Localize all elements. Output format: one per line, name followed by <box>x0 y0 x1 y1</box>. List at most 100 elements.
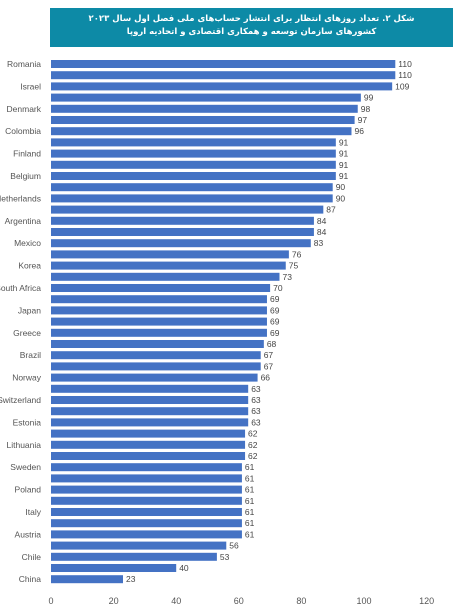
category-label: Netherlands <box>0 193 41 203</box>
bar <box>51 93 361 102</box>
bar <box>51 160 336 169</box>
chart-title-banner: شکل ۲. تعداد روزهای انتظار برای انتشار ح… <box>50 8 453 47</box>
category-label: Colombia <box>5 126 41 136</box>
bar <box>51 396 249 404</box>
bar <box>51 272 280 281</box>
bar-value-label: 91 <box>339 160 349 170</box>
category-label: Brazil <box>20 350 41 360</box>
category-label: Poland <box>15 485 42 495</box>
bar <box>51 519 242 528</box>
bar-value-label: 62 <box>248 440 258 450</box>
bar-value-label: 61 <box>245 496 255 506</box>
bar-value-label: 56 <box>229 541 239 551</box>
bar <box>51 429 246 438</box>
x-axis-ticks: 0 20 40 60 80 100 120 <box>48 596 434 606</box>
bar <box>51 149 336 158</box>
bar <box>51 116 355 124</box>
bar <box>51 474 242 483</box>
bar-value-label: 69 <box>270 305 280 315</box>
bar <box>51 82 393 91</box>
bar-value-label: 61 <box>245 529 255 539</box>
bar <box>51 452 246 460</box>
bar-value-label: 63 <box>251 384 261 394</box>
bar <box>51 328 267 337</box>
x-tick-label: 100 <box>356 596 371 606</box>
category-label: Greece <box>13 328 41 338</box>
bar <box>51 261 286 270</box>
category-label: Lithuania <box>6 440 41 450</box>
bar-value-label: 61 <box>245 518 255 528</box>
bar-value-label: 91 <box>339 137 349 147</box>
bar-value-label: 53 <box>220 552 230 562</box>
bar-value-label: 62 <box>248 429 258 439</box>
bar-value-label: 87 <box>326 205 336 215</box>
bar-value-label: 84 <box>317 227 327 237</box>
bar <box>51 508 242 516</box>
category-label: Mexico <box>14 238 41 248</box>
bar-value-label: 97 <box>358 115 368 125</box>
value-labels: 1101101099998979691919191909087848483767… <box>126 59 412 584</box>
bar-value-label: 109 <box>395 81 409 91</box>
x-tick-label: 40 <box>171 596 181 606</box>
category-label: South Africa <box>0 283 41 293</box>
bar-value-label: 83 <box>314 238 324 248</box>
bar <box>51 183 333 192</box>
chart-title-line2: کشورهای سازمان توسعه و همکاری اقتصادی و … <box>126 27 377 37</box>
bar <box>51 104 358 113</box>
bar-value-label: 69 <box>270 328 280 338</box>
bar-value-label: 61 <box>245 507 255 517</box>
bar <box>51 418 249 427</box>
bar <box>51 552 217 561</box>
category-label: Norway <box>12 373 42 383</box>
bar <box>51 284 271 292</box>
bar-value-label: 91 <box>339 149 349 159</box>
bar-value-label: 69 <box>270 317 280 327</box>
bar-value-label: 61 <box>245 473 255 483</box>
bar <box>51 463 242 472</box>
bar-value-label: 66 <box>261 373 271 383</box>
bar-value-label: 63 <box>251 395 261 405</box>
bar-value-label: 63 <box>251 417 261 427</box>
bar-value-label: 90 <box>336 182 346 192</box>
bar <box>51 138 336 147</box>
bar-value-label: 23 <box>126 574 136 584</box>
category-label: Estonia <box>13 417 42 427</box>
bar <box>51 127 352 136</box>
bar <box>51 575 123 584</box>
bar <box>51 250 289 259</box>
bar-value-label: 90 <box>336 193 346 203</box>
bar <box>51 384 249 393</box>
x-tick-label: 120 <box>419 596 434 606</box>
category-label: Austria <box>15 529 42 539</box>
bar-value-label: 73 <box>282 272 292 282</box>
bar-value-label: 67 <box>264 350 274 360</box>
bar <box>51 295 267 304</box>
bar-value-label: 70 <box>273 283 283 293</box>
bar-value-label: 63 <box>251 406 261 416</box>
category-label: Italy <box>25 507 41 517</box>
bar-value-label: 67 <box>264 361 274 371</box>
bar-value-label: 62 <box>248 451 258 461</box>
bar <box>51 228 314 236</box>
bar-value-label: 98 <box>361 104 371 114</box>
category-label: China <box>19 574 41 584</box>
category-label: Chile <box>22 552 42 562</box>
bar-value-label: 110 <box>398 59 412 69</box>
bar <box>51 340 264 348</box>
bar <box>51 216 314 225</box>
bar <box>51 60 396 68</box>
category-label: Romania <box>7 59 41 69</box>
bar-value-label: 110 <box>398 70 412 80</box>
bar <box>51 351 261 360</box>
bar <box>51 407 249 416</box>
bar <box>51 362 261 371</box>
bar <box>51 317 267 326</box>
bar <box>51 373 258 382</box>
bar <box>51 530 242 539</box>
bar <box>51 306 267 315</box>
bar-value-label: 99 <box>364 93 374 103</box>
bar-value-label: 96 <box>354 126 364 136</box>
x-tick-label: 80 <box>296 596 306 606</box>
bar <box>51 239 311 248</box>
